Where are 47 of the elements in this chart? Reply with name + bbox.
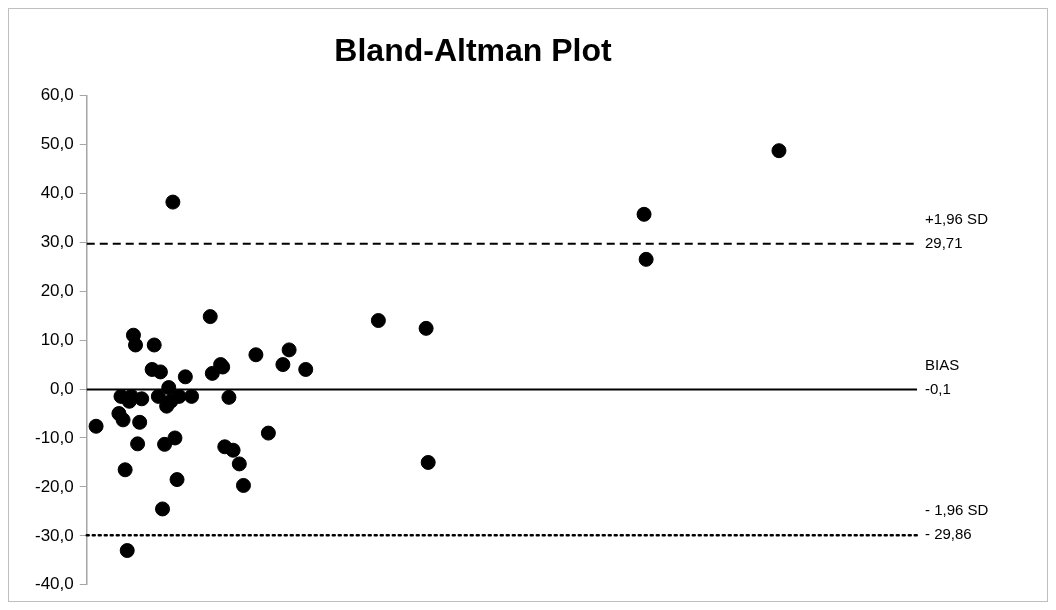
point (130, 436, 146, 452)
point (638, 251, 654, 267)
point (370, 313, 386, 329)
point (260, 425, 276, 441)
point (231, 456, 247, 472)
point (146, 337, 162, 353)
point (119, 543, 135, 559)
chart-title: Bland-Altman Plot (334, 32, 613, 69)
y-tick-label: 40,0 (40, 182, 74, 202)
point (169, 472, 185, 488)
point (771, 143, 787, 159)
point (155, 501, 171, 517)
point (117, 462, 133, 478)
y-tick-label: 0,0 (50, 378, 74, 398)
ref-line-label: +1,96 SD 29,71 (925, 209, 989, 251)
point (88, 418, 104, 434)
point (235, 477, 251, 493)
point (202, 309, 218, 325)
y-tick-label: -20,0 (35, 476, 74, 496)
point (134, 391, 150, 407)
point (184, 388, 200, 404)
point (275, 357, 291, 373)
point (420, 454, 436, 470)
point (177, 369, 193, 385)
y-tick-label: -10,0 (35, 427, 74, 447)
point (281, 342, 297, 358)
y-tick-label: -40,0 (35, 574, 74, 594)
point (636, 206, 652, 222)
point (221, 389, 237, 405)
y-tick-label: 30,0 (40, 231, 74, 251)
point (165, 194, 181, 210)
y-tick-label: 60,0 (40, 85, 74, 105)
y-tick-label: -30,0 (35, 525, 74, 545)
point (418, 320, 434, 336)
point (128, 337, 144, 353)
point (152, 364, 168, 380)
point (248, 347, 264, 363)
ref-line-label: BIAS -0,1 (925, 355, 960, 397)
point (298, 361, 314, 377)
point (167, 430, 183, 446)
y-tick-label: 20,0 (40, 280, 74, 300)
point (132, 414, 148, 430)
point (115, 412, 131, 428)
y-tick-label: 10,0 (40, 329, 74, 349)
y-tick-label: 50,0 (40, 134, 74, 154)
point (225, 442, 241, 458)
ref-line-label: - 1,96 SD - 29,86 (925, 501, 989, 543)
